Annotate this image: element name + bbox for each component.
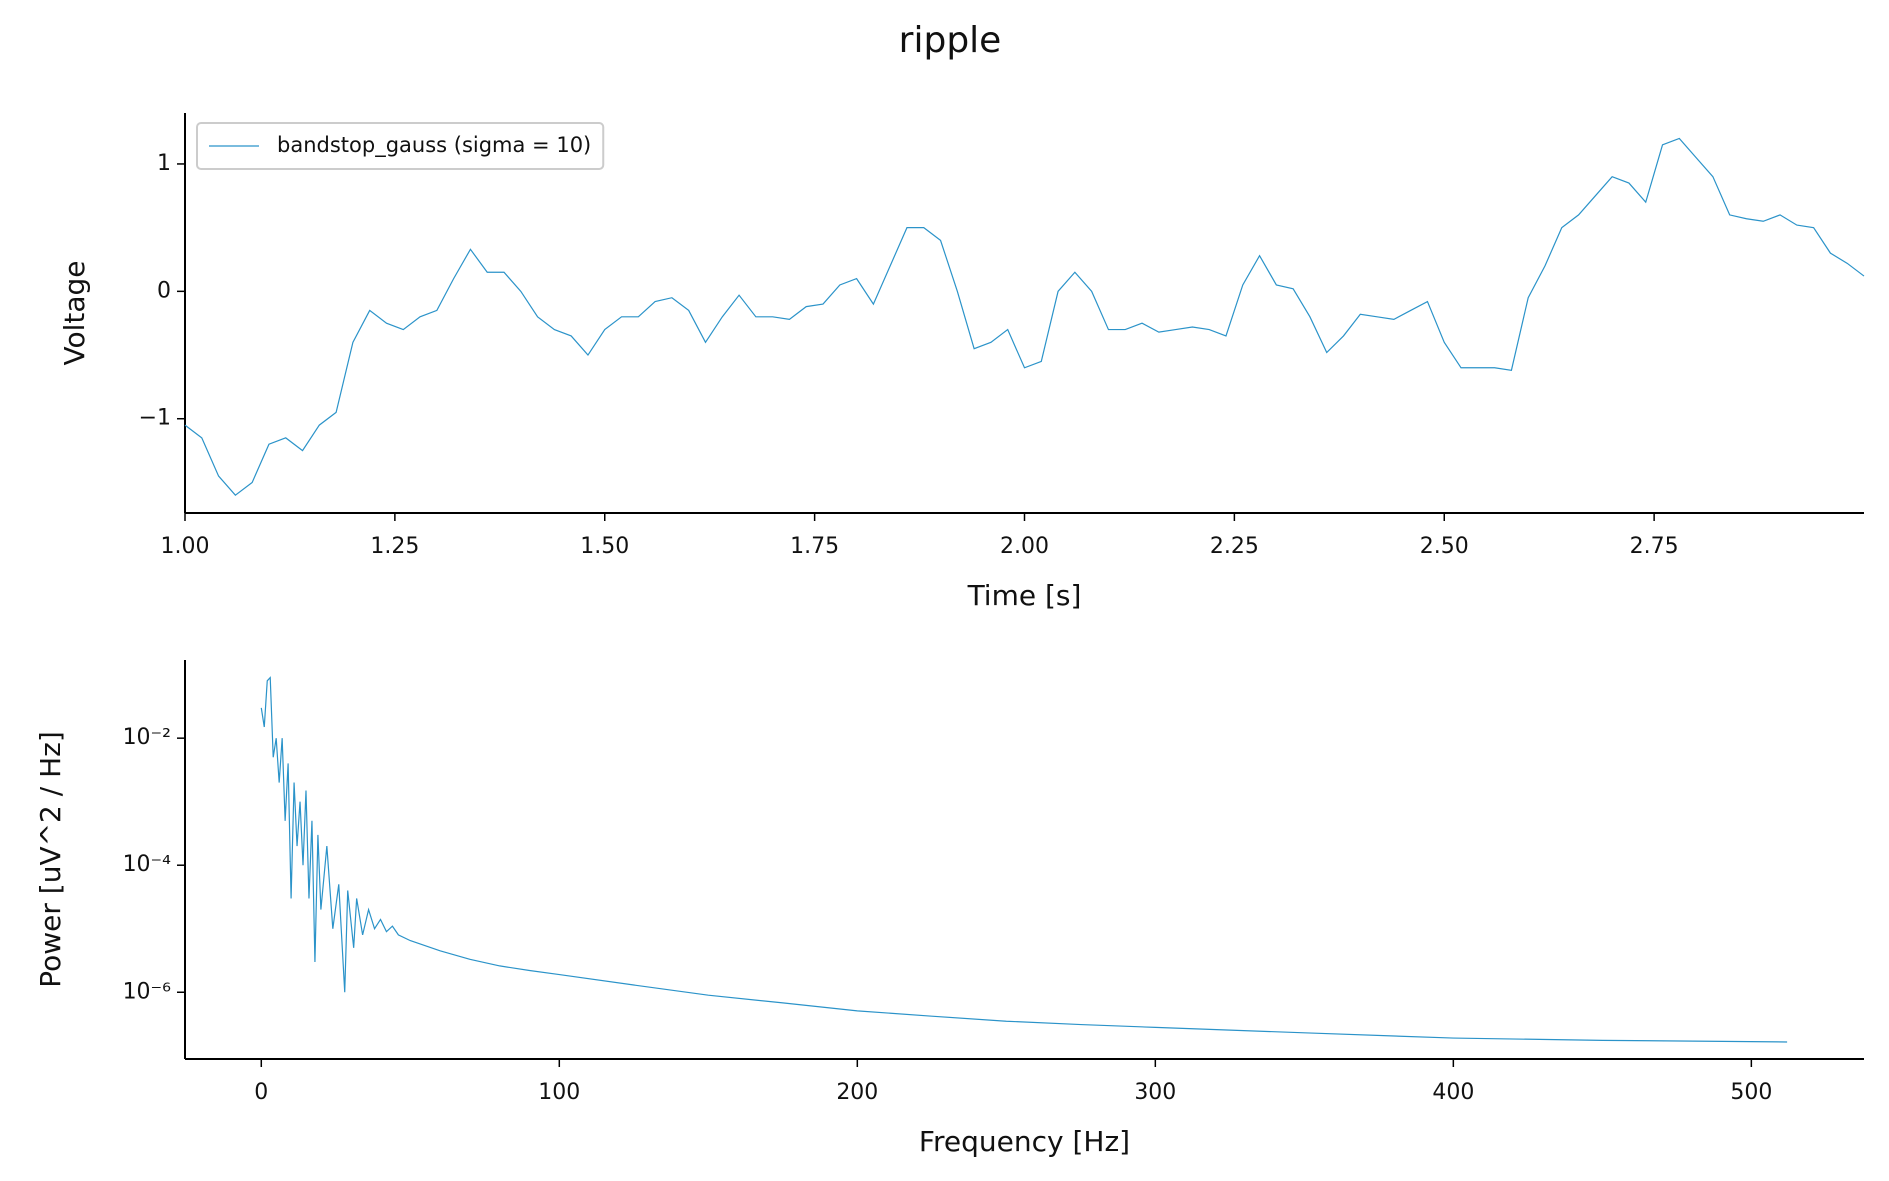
y-tick-label: 0 (157, 278, 171, 303)
x-tick-label: 1.50 (580, 534, 629, 559)
x-tick-label: 300 (1134, 1080, 1176, 1105)
x-tick-label: 1.00 (161, 534, 210, 559)
data-line (184, 137, 1865, 496)
x-tick-label: 100 (538, 1080, 580, 1105)
x-tick-label: 500 (1730, 1080, 1772, 1105)
y-axis-label: Power [uV^2 / Hz] (34, 731, 67, 988)
x-tick-label: 2.50 (1420, 534, 1469, 559)
y-tick-label: 10⁻⁶ (123, 979, 172, 1004)
x-tick-label: 2.00 (1000, 534, 1049, 559)
x-tick-label: 1.25 (370, 534, 419, 559)
y-tick-label: 1 (157, 151, 171, 176)
x-tick-label: 0 (254, 1080, 268, 1105)
data-line (260, 676, 1788, 1043)
x-tick-label: 200 (836, 1080, 878, 1105)
figure-title: ripple (899, 20, 1002, 61)
y-tick-label: −1 (139, 406, 171, 431)
x-tick-label: 400 (1432, 1080, 1474, 1105)
legend: bandstop_gauss (sigma = 10) (196, 122, 605, 170)
y-axis-label: Voltage (58, 260, 91, 365)
x-axis-label: Time [s] (967, 579, 1082, 612)
x-axis-label: Frequency [Hz] (919, 1125, 1130, 1158)
legend-label: bandstop_gauss (sigma = 10) (277, 133, 591, 158)
x-tick-label: 2.75 (1630, 534, 1679, 559)
y-tick-label: 10⁻² (123, 725, 171, 750)
x-tick-label: 1.75 (790, 534, 839, 559)
y-tick-label: 10⁻⁴ (123, 852, 172, 877)
x-tick-label: 2.25 (1210, 534, 1259, 559)
legend-box (196, 122, 605, 170)
